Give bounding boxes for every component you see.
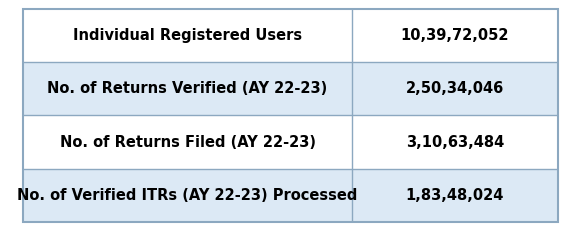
Text: No. of Returns Verified (AY 22-23): No. of Returns Verified (AY 22-23): [48, 82, 328, 96]
Bar: [23, 116, 352, 169]
Bar: [352, 116, 558, 169]
Bar: [352, 169, 558, 222]
Bar: [23, 169, 352, 222]
Text: 2,50,34,046: 2,50,34,046: [406, 82, 504, 96]
Bar: [352, 62, 558, 116]
Text: No. of Returns Filed (AY 22-23): No. of Returns Filed (AY 22-23): [60, 135, 315, 149]
Bar: [352, 9, 558, 62]
Bar: [23, 9, 352, 62]
Text: 3,10,63,484: 3,10,63,484: [406, 135, 504, 149]
Text: No. of Verified ITRs (AY 22-23) Processed: No. of Verified ITRs (AY 22-23) Processe…: [17, 188, 358, 203]
Text: 1,83,48,024: 1,83,48,024: [406, 188, 504, 203]
Bar: [23, 62, 352, 116]
Text: Individual Registered Users: Individual Registered Users: [73, 28, 302, 43]
Text: 10,39,72,052: 10,39,72,052: [401, 28, 509, 43]
